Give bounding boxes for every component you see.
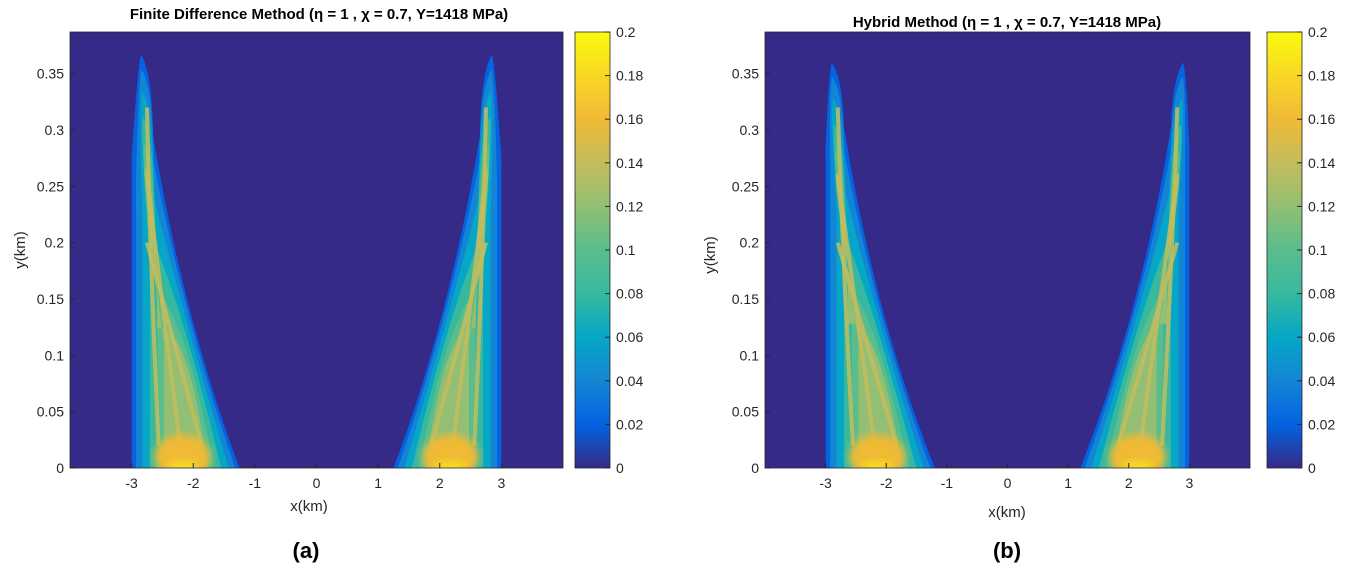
x-tick-label: -2 bbox=[880, 475, 893, 491]
panel-a: Finite Difference Method (η = 1 , χ = 0.… bbox=[12, 6, 643, 563]
streak bbox=[145, 242, 204, 446]
y-tick-label: 0.25 bbox=[732, 178, 759, 194]
colorbar-tick-label: 0.18 bbox=[616, 68, 643, 84]
y-tick-label: 0.1 bbox=[740, 347, 760, 363]
x-tick-label: 2 bbox=[1125, 475, 1133, 491]
colorbar-tick-label: 0.16 bbox=[616, 111, 643, 127]
plot-area bbox=[69, 31, 564, 469]
x-tick-label: -1 bbox=[941, 475, 954, 491]
x-tick-label: 0 bbox=[313, 475, 321, 491]
x-axis-label: x(km) bbox=[988, 504, 1026, 521]
chart-title: Finite Difference Method (η = 1 , χ = 0.… bbox=[130, 6, 508, 23]
colorbar-gradient bbox=[574, 31, 611, 469]
hot-spot bbox=[861, 460, 894, 468]
colorbar-tick-label: 0.06 bbox=[1308, 329, 1335, 345]
y-tick-label: 0 bbox=[56, 460, 64, 476]
y-axis-label: y(km) bbox=[702, 236, 719, 274]
colorbar-tick-label: 0.14 bbox=[616, 155, 643, 171]
contour-region bbox=[1106, 150, 1181, 468]
chart-title: Hybrid Method (η = 1 , χ = 0.7, Y=1418 M… bbox=[853, 14, 1161, 31]
contour-region bbox=[1112, 171, 1180, 468]
contour-region bbox=[143, 143, 214, 468]
colorbar-tick-label: 0 bbox=[616, 460, 624, 476]
y-tick-label: 0.3 bbox=[45, 122, 65, 138]
hot-spot bbox=[422, 434, 479, 468]
y-axis: 0 0.05 0.1 0.15 0.2 0.25 0.3 0.35 bbox=[37, 66, 75, 476]
x-tick-label: -3 bbox=[819, 475, 832, 491]
y-tick-label: 0.3 bbox=[740, 122, 760, 138]
hot-spot bbox=[166, 460, 199, 468]
colorbar-tick-label: 0.14 bbox=[1308, 155, 1335, 171]
x-tick-label: 2 bbox=[436, 475, 444, 491]
colorbar-tick-label: 0.08 bbox=[1308, 286, 1335, 302]
colorbar-tick-label: 0.1 bbox=[1308, 242, 1328, 258]
x-tick-label: 3 bbox=[497, 475, 505, 491]
x-tick-label: -2 bbox=[187, 475, 200, 491]
y-tick-label: 0.35 bbox=[732, 66, 759, 82]
x-axis: -3 -2 -1 0 1 2 3 bbox=[125, 463, 505, 491]
colorbar-tick-label: 0.16 bbox=[1308, 111, 1335, 127]
colorbar-tick-label: 0.08 bbox=[616, 286, 643, 302]
colorbar: 0 0.02 0.04 0.06 0.08 0.1 0.12 0.14 0.16 0.18 0.2 bbox=[574, 24, 643, 476]
contour-region bbox=[419, 143, 490, 468]
streak bbox=[835, 242, 899, 447]
streak bbox=[1116, 242, 1180, 447]
hot-spot bbox=[1121, 460, 1154, 468]
contour-region bbox=[834, 150, 909, 468]
plot-area bbox=[764, 31, 1251, 469]
y-tick-label: 0.1 bbox=[45, 347, 65, 363]
y-axis: 0 0.05 0.1 0.15 0.2 0.25 0.3 0.35 bbox=[732, 66, 770, 476]
panel-label: (b) bbox=[993, 538, 1021, 563]
x-axis: -3 -2 -1 0 1 2 3 bbox=[819, 463, 1193, 491]
colorbar: 0 0.02 0.04 0.06 0.08 0.1 0.12 0.14 0.16 0.18 0.2 bbox=[1266, 24, 1335, 476]
colorbar-tick-label: 0.12 bbox=[1308, 198, 1335, 214]
x-tick-label: 0 bbox=[1004, 475, 1012, 491]
contour-region bbox=[144, 166, 208, 468]
y-tick-label: 0.05 bbox=[37, 404, 64, 420]
y-tick-label: 0.15 bbox=[37, 291, 64, 307]
y-tick-label: 0.35 bbox=[37, 66, 64, 82]
y-tick-label: 0.25 bbox=[37, 178, 64, 194]
colorbar-tick-label: 0.06 bbox=[616, 329, 643, 345]
x-tick-label: 3 bbox=[1185, 475, 1193, 491]
colorbar-tick-label: 0.02 bbox=[616, 416, 643, 432]
y-tick-label: 0.05 bbox=[732, 404, 759, 420]
field bbox=[825, 62, 1190, 468]
hot-spot bbox=[154, 434, 211, 468]
streak bbox=[429, 242, 488, 446]
x-tick-label: -3 bbox=[125, 475, 138, 491]
colorbar-tick-label: 0.04 bbox=[616, 373, 643, 389]
field bbox=[131, 54, 502, 468]
colorbar-tick-label: 0.02 bbox=[1308, 416, 1335, 432]
colorbar-tick-label: 0.18 bbox=[1308, 68, 1335, 84]
x-tick-label: -1 bbox=[249, 475, 262, 491]
colorbar-tick-label: 0 bbox=[1308, 460, 1316, 476]
y-tick-label: 0.2 bbox=[45, 235, 65, 251]
y-axis-label: y(km) bbox=[12, 231, 29, 269]
y-tick-label: 0 bbox=[751, 460, 759, 476]
contour-region bbox=[835, 171, 903, 468]
panel-label: (a) bbox=[293, 538, 320, 563]
x-axis-label: x(km) bbox=[290, 498, 328, 515]
colorbar-tick-label: 0.2 bbox=[1308, 24, 1328, 40]
panel-b: Hybrid Method (η = 1 , χ = 0.7, Y=1418 M… bbox=[702, 14, 1335, 563]
hot-spot bbox=[1109, 434, 1166, 468]
x-tick-label: 1 bbox=[1064, 475, 1072, 491]
colorbar-tick-label: 0.2 bbox=[616, 24, 636, 40]
hot-spot bbox=[434, 460, 467, 468]
colorbar-tick-label: 0.1 bbox=[616, 242, 636, 258]
contour-region bbox=[425, 166, 489, 468]
y-tick-label: 0.2 bbox=[740, 235, 760, 251]
colorbar-tick-label: 0.04 bbox=[1308, 373, 1335, 389]
colorbar-tick-label: 0.12 bbox=[616, 198, 643, 214]
hot-spot bbox=[849, 434, 906, 468]
x-tick-label: 1 bbox=[374, 475, 382, 491]
y-tick-label: 0.15 bbox=[732, 291, 759, 307]
colorbar-gradient bbox=[1266, 31, 1303, 469]
